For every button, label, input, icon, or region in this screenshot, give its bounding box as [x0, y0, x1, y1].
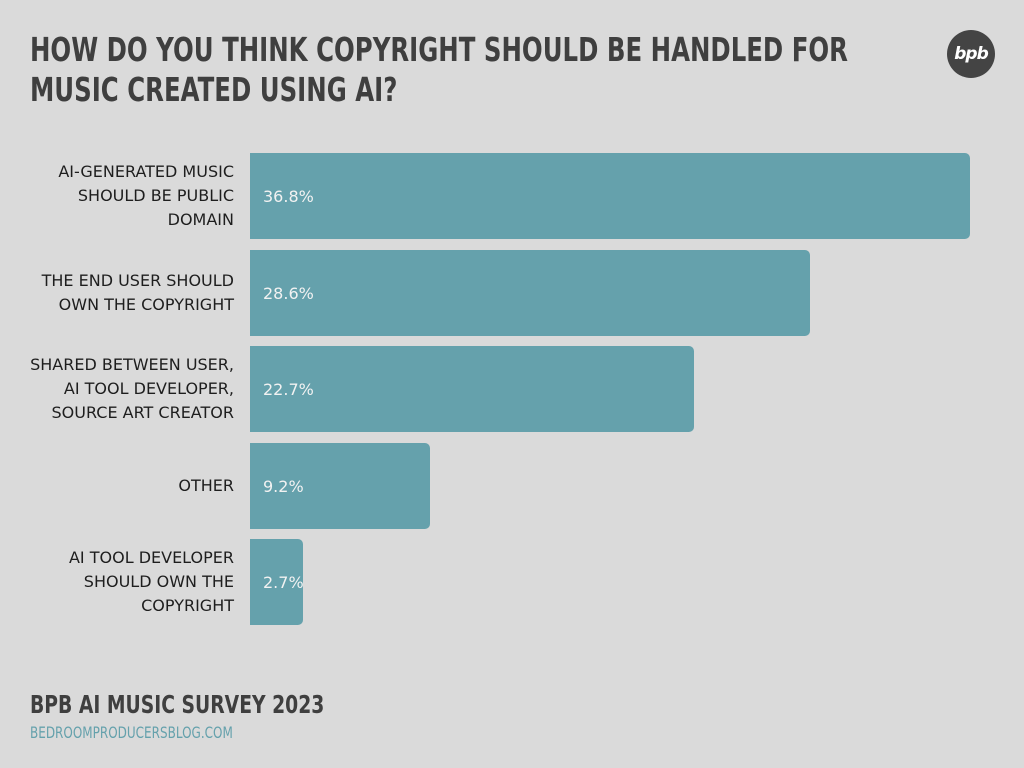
survey-title: BPB AI MUSIC SURVEY 2023 — [30, 690, 325, 719]
chart-title: HOW DO YOU THINK COPYRIGHT SHOULD BE HAN… — [30, 30, 848, 109]
category-label: OTHER — [178, 476, 234, 495]
site-link[interactable]: BEDROOMPRODUCERSBLOG.COM — [30, 723, 233, 742]
category-label: AI TOOL DEVELOPER SHOULD OWN THE COPYRIG… — [68, 548, 234, 615]
bar[interactable] — [250, 443, 430, 529]
category-label: AI-GENERATED MUSIC SHOULD BE PUBLIC DOMA… — [58, 162, 234, 229]
bar-value-label: 9.2% — [263, 476, 304, 496]
bpb-logo[interactable]: bpb — [947, 30, 995, 78]
category-label: THE END USER SHOULD OWN THE COPYRIGHT — [41, 271, 234, 314]
bar-value-label: 36.8% — [263, 186, 314, 206]
category-label: SHARED BETWEEN USER, AI TOOL DEVELOPER, … — [30, 355, 234, 422]
bar[interactable] — [250, 346, 694, 432]
bar[interactable] — [250, 539, 303, 625]
bar-value-label: 28.6% — [263, 283, 314, 303]
bar-value-label: 22.7% — [263, 379, 314, 399]
bar[interactable] — [250, 153, 970, 239]
bar-value-label: 2.7% — [263, 572, 304, 592]
bar[interactable] — [250, 250, 810, 336]
